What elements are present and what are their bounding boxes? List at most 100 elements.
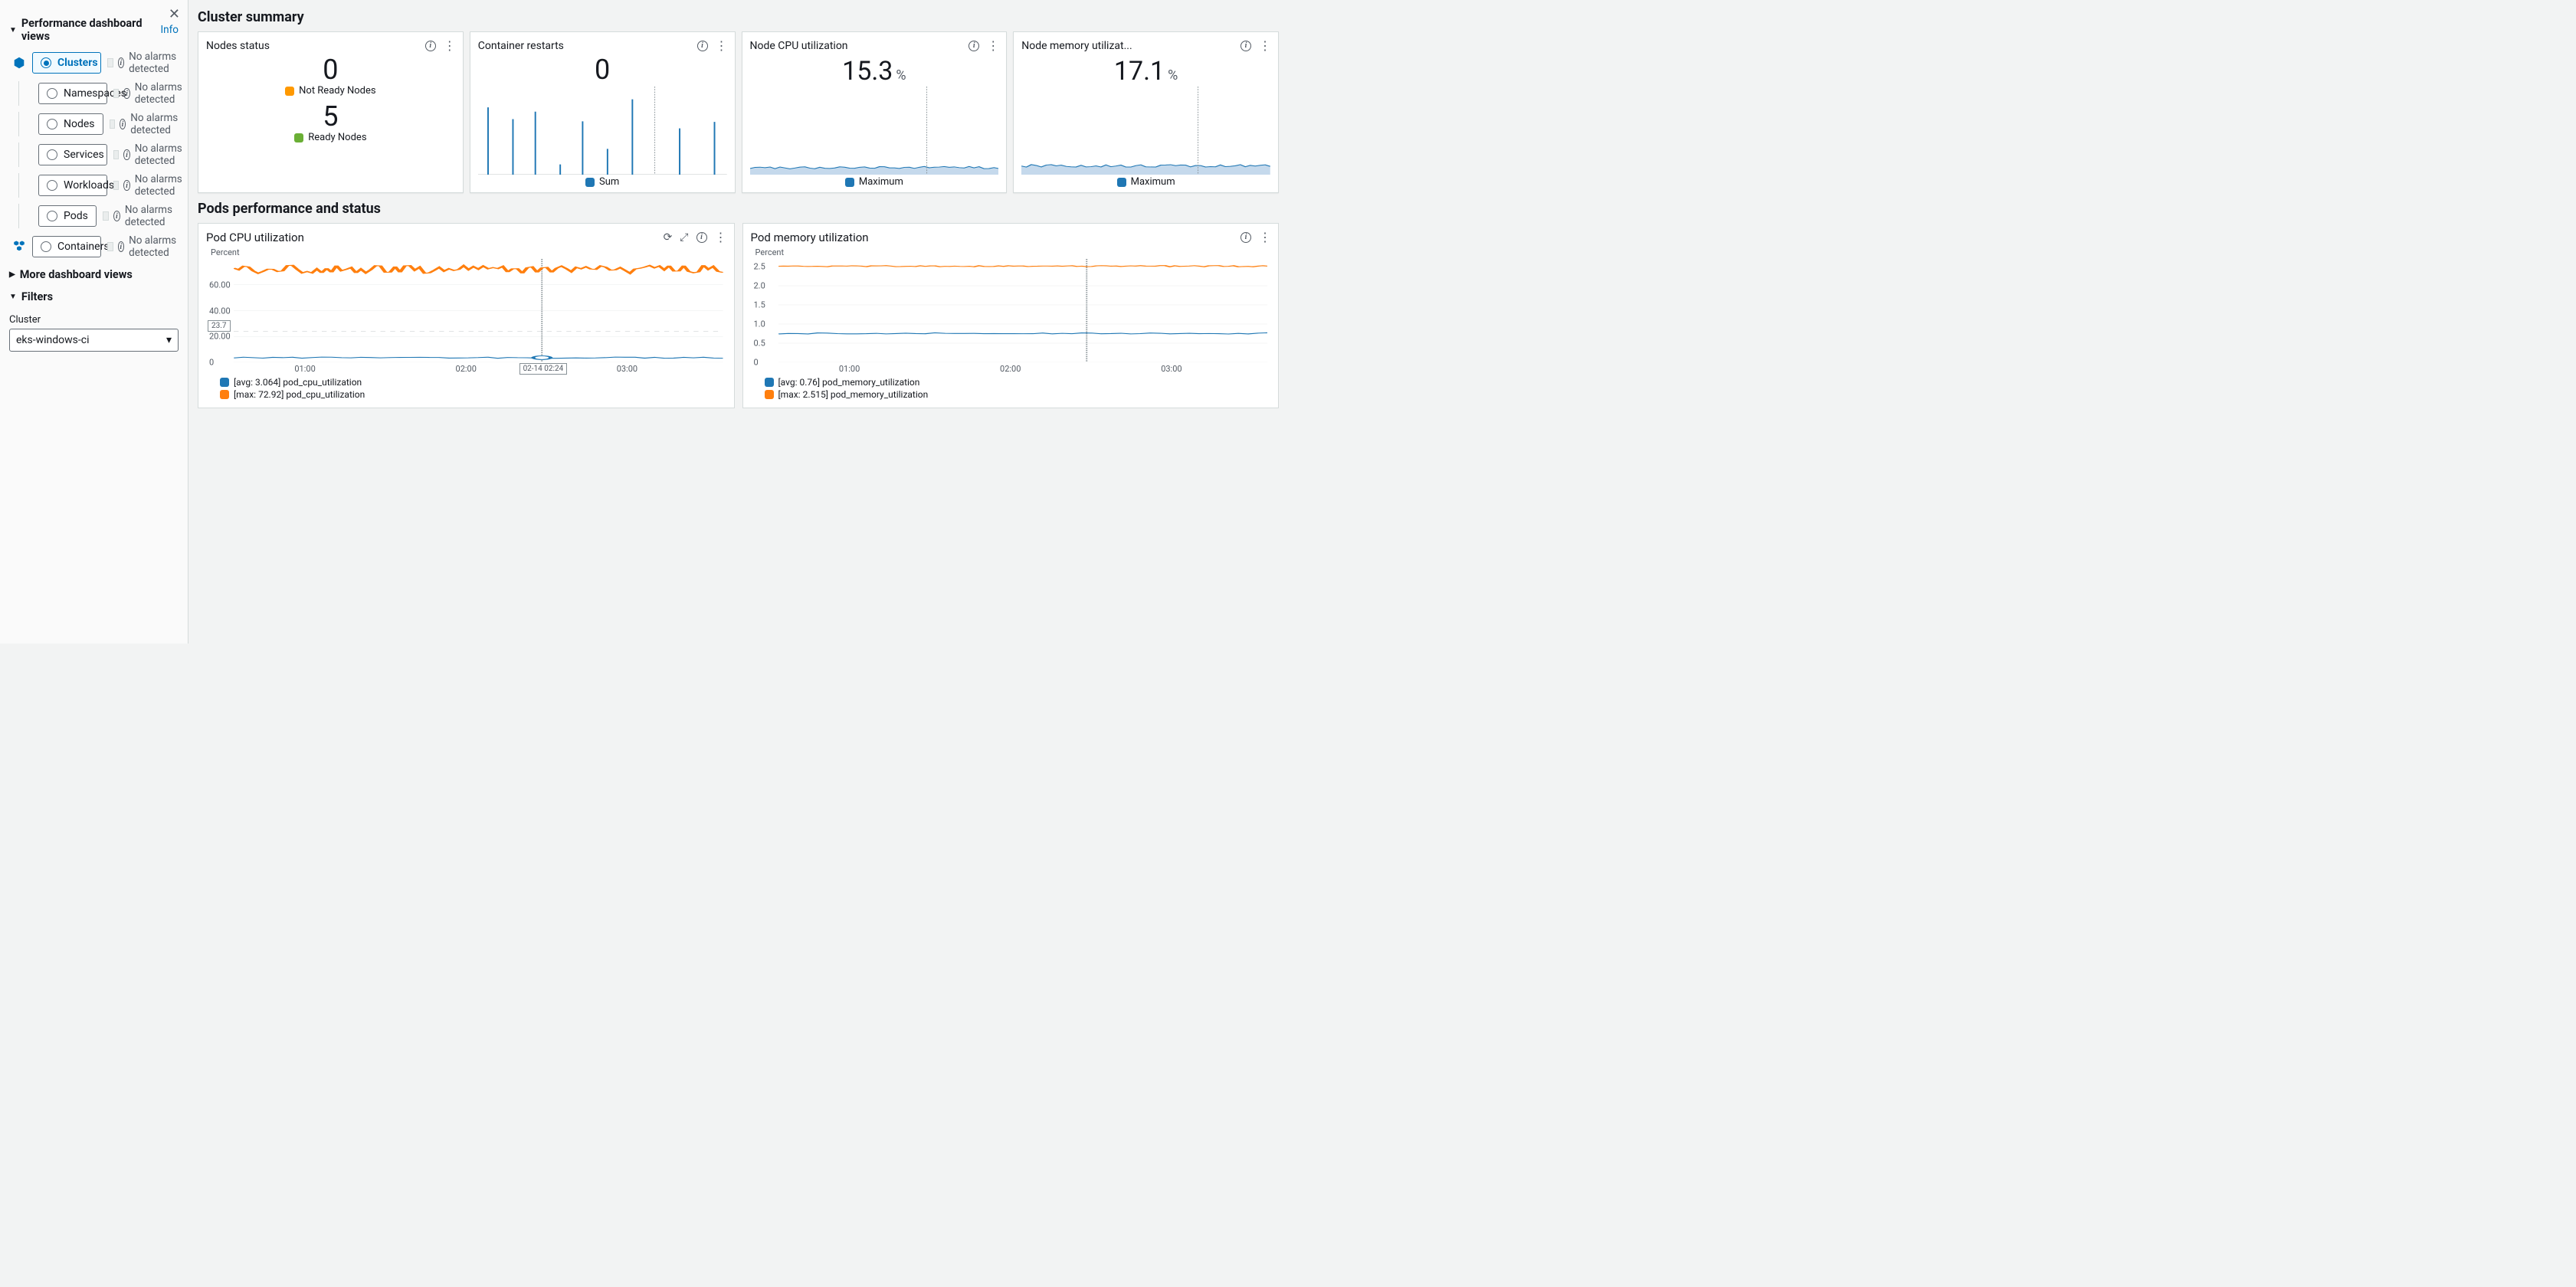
x-ticks: 01:0002:0003:00 xyxy=(751,364,1271,374)
view-button-services[interactable]: Services xyxy=(38,144,107,165)
view-button-containers[interactable]: Containers xyxy=(32,236,101,257)
kebab-icon[interactable]: ⋮ xyxy=(1259,230,1270,244)
info-icon[interactable]: i xyxy=(697,41,708,51)
pods-row: Pod CPU utilization ⟳ ⤢ i ⋮ Percent 60.0… xyxy=(198,223,1279,408)
view-row: ServicesiNo alarms detected xyxy=(12,142,179,167)
kebab-icon[interactable]: ⋮ xyxy=(444,38,455,53)
y-tick: 2.0 xyxy=(754,281,765,291)
legend-text: [max: 2.515] pod_memory_utilization xyxy=(778,389,929,400)
view-button-workloads[interactable]: Workloads xyxy=(38,175,107,196)
tree-line xyxy=(18,112,32,136)
card-title: Pod CPU utilization xyxy=(206,231,304,244)
view-label: Services xyxy=(64,149,104,161)
node-mem-card: Node memory utilizat... i ⋮ 17.1 % Maxim… xyxy=(1013,31,1279,193)
refresh-icon[interactable]: ⟳ xyxy=(664,231,673,244)
info-icon[interactable]: i xyxy=(1240,41,1251,51)
view-row: ContainersiNo alarms detected xyxy=(12,234,179,259)
more-views-header[interactable]: ▶ More dashboard views xyxy=(9,268,179,281)
chevron-down-icon: ▾ xyxy=(166,334,172,346)
cpu-unit: % xyxy=(896,67,906,84)
legend-item: [avg: 0.76] pod_memory_utilization xyxy=(765,377,1271,388)
nodes-status-card: Nodes status i ⋮ 0 Not Ready Nodes 5 Rea… xyxy=(198,31,464,193)
card-title: Node memory utilizat... xyxy=(1021,40,1132,52)
view-label: Pods xyxy=(64,210,88,222)
x-tick: 01:00 xyxy=(294,364,315,374)
alarm-status: i No alarms detected xyxy=(107,51,179,75)
info-icon[interactable]: i xyxy=(120,119,126,129)
view-label: Containers xyxy=(57,241,110,253)
kebab-icon[interactable]: ⋮ xyxy=(716,38,727,53)
view-row: NodesiNo alarms detected xyxy=(12,112,179,136)
alarm-box-icon xyxy=(110,120,115,129)
alarm-text: No alarms detected xyxy=(135,81,183,106)
view-row: PodsiNo alarms detected xyxy=(12,204,179,228)
hexagon-icon xyxy=(12,56,26,70)
y-axis-label: Percent xyxy=(755,247,1271,257)
mem-unit: % xyxy=(1168,67,1178,84)
info-icon[interactable]: i xyxy=(696,232,707,243)
hexagon-cluster-icon xyxy=(12,240,26,254)
info-link[interactable]: Info xyxy=(160,24,179,36)
view-row: WorkloadsiNo alarms detected xyxy=(12,173,179,198)
perf-views-label: Performance dashboard views xyxy=(21,17,156,43)
info-icon[interactable]: i xyxy=(968,41,979,51)
legend: [avg: 0.76] pod_memory_utilization[max: … xyxy=(765,377,1271,400)
kebab-icon[interactable]: ⋮ xyxy=(715,230,726,244)
cluster-select[interactable]: eks-windows-ci ▾ xyxy=(9,329,179,352)
legend: [avg: 3.064] pod_cpu_utilization[max: 72… xyxy=(220,377,726,400)
chevron-right-icon: ▶ xyxy=(9,270,15,279)
alarm-text: No alarms detected xyxy=(129,51,179,75)
perf-views-header[interactable]: ▼ Performance dashboard views Info xyxy=(9,17,179,43)
radio-icon xyxy=(47,149,57,160)
y-tick: 1.0 xyxy=(754,319,765,329)
tree-line xyxy=(18,173,32,198)
y-tick: 0.5 xyxy=(754,339,765,349)
restarts-chart xyxy=(478,87,727,175)
legend-item: [max: 72.92] pod_cpu_utilization xyxy=(220,389,726,400)
mem-chart xyxy=(1021,87,1270,175)
view-button-pods[interactable]: Pods xyxy=(38,205,97,227)
radio-icon xyxy=(41,57,51,68)
legend-text: [avg: 0.76] pod_memory_utilization xyxy=(778,377,920,388)
info-icon[interactable]: i xyxy=(123,149,129,160)
more-views-label: More dashboard views xyxy=(20,268,133,281)
info-icon[interactable]: i xyxy=(113,211,120,221)
alarm-status: iNo alarms detected xyxy=(107,234,179,259)
info-icon[interactable]: i xyxy=(123,88,129,99)
y-tick: 40.00 xyxy=(209,306,231,316)
legend-text: [avg: 3.064] pod_cpu_utilization xyxy=(234,377,362,388)
ready-label: Ready Nodes xyxy=(308,132,366,143)
radio-icon xyxy=(41,241,51,252)
close-icon[interactable]: ✕ xyxy=(169,6,180,22)
x-tick: 03:00 xyxy=(617,364,637,374)
chevron-down-icon: ▼ xyxy=(9,26,17,34)
y-tick: 0 xyxy=(754,358,759,368)
view-button-namespaces[interactable]: Namespaces xyxy=(38,83,107,104)
legend-color-icon xyxy=(220,378,229,387)
view-row: NamespacesiNo alarms detected xyxy=(12,81,179,106)
cluster-filter-label: Cluster xyxy=(9,314,179,326)
view-button-nodes[interactable]: Nodes xyxy=(38,113,103,135)
view-button-clusters[interactable]: Clusters xyxy=(32,52,101,74)
kebab-icon[interactable]: ⋮ xyxy=(987,38,998,53)
info-icon[interactable]: i xyxy=(118,241,125,252)
sidebar: ✕ ▼ Performance dashboard views Info Clu… xyxy=(0,0,188,644)
info-icon[interactable]: i xyxy=(123,180,129,191)
cpu-value: 15.3 xyxy=(842,56,893,87)
view-label: Nodes xyxy=(64,118,95,130)
info-icon[interactable]: i xyxy=(425,41,436,51)
kebab-icon[interactable]: ⋮ xyxy=(1259,38,1270,53)
expand-icon[interactable]: ⤢ xyxy=(680,231,688,244)
info-icon[interactable]: i xyxy=(118,57,125,68)
pod-mem-card: Pod memory utilization i ⋮ Percent 2.52.… xyxy=(742,223,1280,408)
filters-header[interactable]: ▼ Filters xyxy=(9,290,179,303)
alarm-status: iNo alarms detected xyxy=(113,142,183,167)
radio-icon xyxy=(47,88,57,99)
cluster-select-value: eks-windows-ci xyxy=(16,334,90,346)
y-axis-label: Percent xyxy=(211,247,726,257)
y-tick: 60.00 xyxy=(209,280,231,290)
y-tick: 0 xyxy=(209,358,214,368)
alarm-box-icon xyxy=(103,211,109,221)
info-icon[interactable]: i xyxy=(1240,232,1251,243)
radio-icon xyxy=(47,180,57,191)
